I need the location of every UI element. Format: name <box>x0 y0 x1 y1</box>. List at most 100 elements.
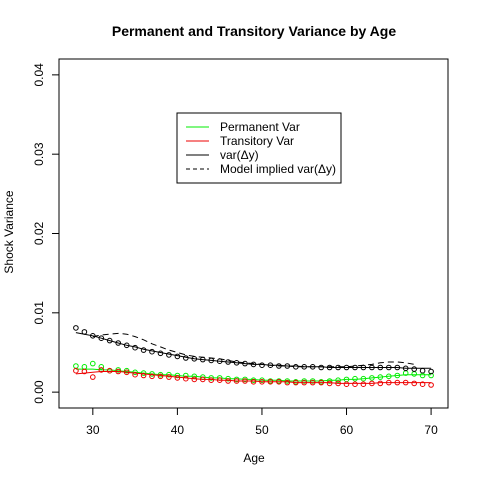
data-point <box>386 364 392 371</box>
y-tick-label: 0.02 <box>32 221 46 245</box>
data-point <box>250 361 257 368</box>
data-point <box>352 375 358 382</box>
data-point <box>259 377 265 384</box>
data-point <box>115 367 121 373</box>
data-point <box>402 379 409 386</box>
data-point <box>123 342 130 349</box>
data-point <box>360 381 367 388</box>
data-point <box>402 365 409 372</box>
x-axis: 30 40 50 60 70 <box>86 407 438 437</box>
data-point <box>140 347 147 353</box>
legend-label: var(Δy) <box>220 148 259 162</box>
data-point <box>233 376 240 383</box>
data-point <box>335 364 341 371</box>
data-point <box>293 364 299 370</box>
data-point <box>132 369 138 376</box>
data-point <box>132 344 138 351</box>
data-point <box>166 371 172 378</box>
x-tick-label: 30 <box>86 423 100 437</box>
data-point <box>309 379 316 386</box>
data-point <box>90 374 96 380</box>
data-point <box>73 325 79 331</box>
data-point <box>352 364 358 371</box>
data-point <box>225 378 231 384</box>
data-point <box>98 335 105 342</box>
data-point <box>301 378 308 384</box>
data-point <box>318 364 325 371</box>
data-point <box>183 355 189 361</box>
data-point <box>225 359 231 365</box>
data-point <box>386 379 392 386</box>
data-point <box>191 376 198 383</box>
series-line <box>75 371 432 384</box>
data-point <box>267 379 274 385</box>
data-point <box>149 373 155 380</box>
x-tick-label: 40 <box>171 423 185 437</box>
legend-box <box>176 112 342 184</box>
data-point <box>242 376 248 383</box>
data-point <box>106 367 113 374</box>
data-point <box>115 340 121 346</box>
data-point <box>149 371 155 377</box>
data-point <box>157 371 164 378</box>
y-axis-label: Shock Variance <box>2 190 16 273</box>
data-point <box>208 375 214 381</box>
data-point <box>98 367 105 373</box>
data-point <box>343 364 350 371</box>
x-tick-label: 50 <box>255 423 269 437</box>
data-point <box>284 379 291 386</box>
data-point <box>335 377 341 384</box>
y-tick-label: 0.00 <box>32 380 46 404</box>
data-point <box>225 375 231 382</box>
data-point <box>208 377 214 384</box>
data-point <box>411 380 418 387</box>
data-point <box>250 377 257 384</box>
data-point <box>301 379 308 386</box>
y-tick-label: 0.04 <box>32 63 46 87</box>
data-point <box>200 376 206 383</box>
x-tick-label: 70 <box>424 423 438 437</box>
plot-area-border <box>58 58 449 409</box>
data-point <box>90 360 96 367</box>
data-point <box>81 364 88 370</box>
data-point <box>360 375 367 382</box>
data-point <box>81 329 88 335</box>
data-point <box>293 379 299 386</box>
data-point <box>250 379 257 385</box>
data-point <box>428 368 434 375</box>
data-point <box>419 372 426 379</box>
data-point <box>326 364 333 371</box>
series-line <box>92 332 415 368</box>
data-point <box>326 378 333 384</box>
series-3 <box>92 332 415 368</box>
chart-title: Permanent and Transitory Variance by Age <box>112 23 396 39</box>
data-point <box>73 367 79 374</box>
data-point <box>377 374 384 380</box>
legend-label: Permanent Var <box>220 120 300 134</box>
data-point <box>411 366 418 372</box>
data-point <box>174 353 181 360</box>
data-point <box>428 372 434 379</box>
data-point <box>233 378 240 384</box>
data-point <box>394 379 401 386</box>
x-axis-label: Age <box>243 451 265 465</box>
data-point <box>123 367 130 374</box>
data-point <box>276 379 282 385</box>
data-point <box>326 380 333 387</box>
data-point <box>73 363 79 369</box>
data-point <box>411 371 418 377</box>
y-tick-label: 0.03 <box>32 142 46 166</box>
data-point <box>216 377 223 384</box>
series-2 <box>73 325 434 375</box>
data-point <box>284 378 291 384</box>
data-point <box>98 364 105 370</box>
data-point <box>157 373 164 380</box>
data-point <box>419 381 426 388</box>
series-1 <box>73 367 434 388</box>
y-tick-label: 0.01 <box>32 301 46 325</box>
data-point <box>166 352 172 358</box>
data-point <box>428 382 434 388</box>
data-point <box>369 375 375 381</box>
